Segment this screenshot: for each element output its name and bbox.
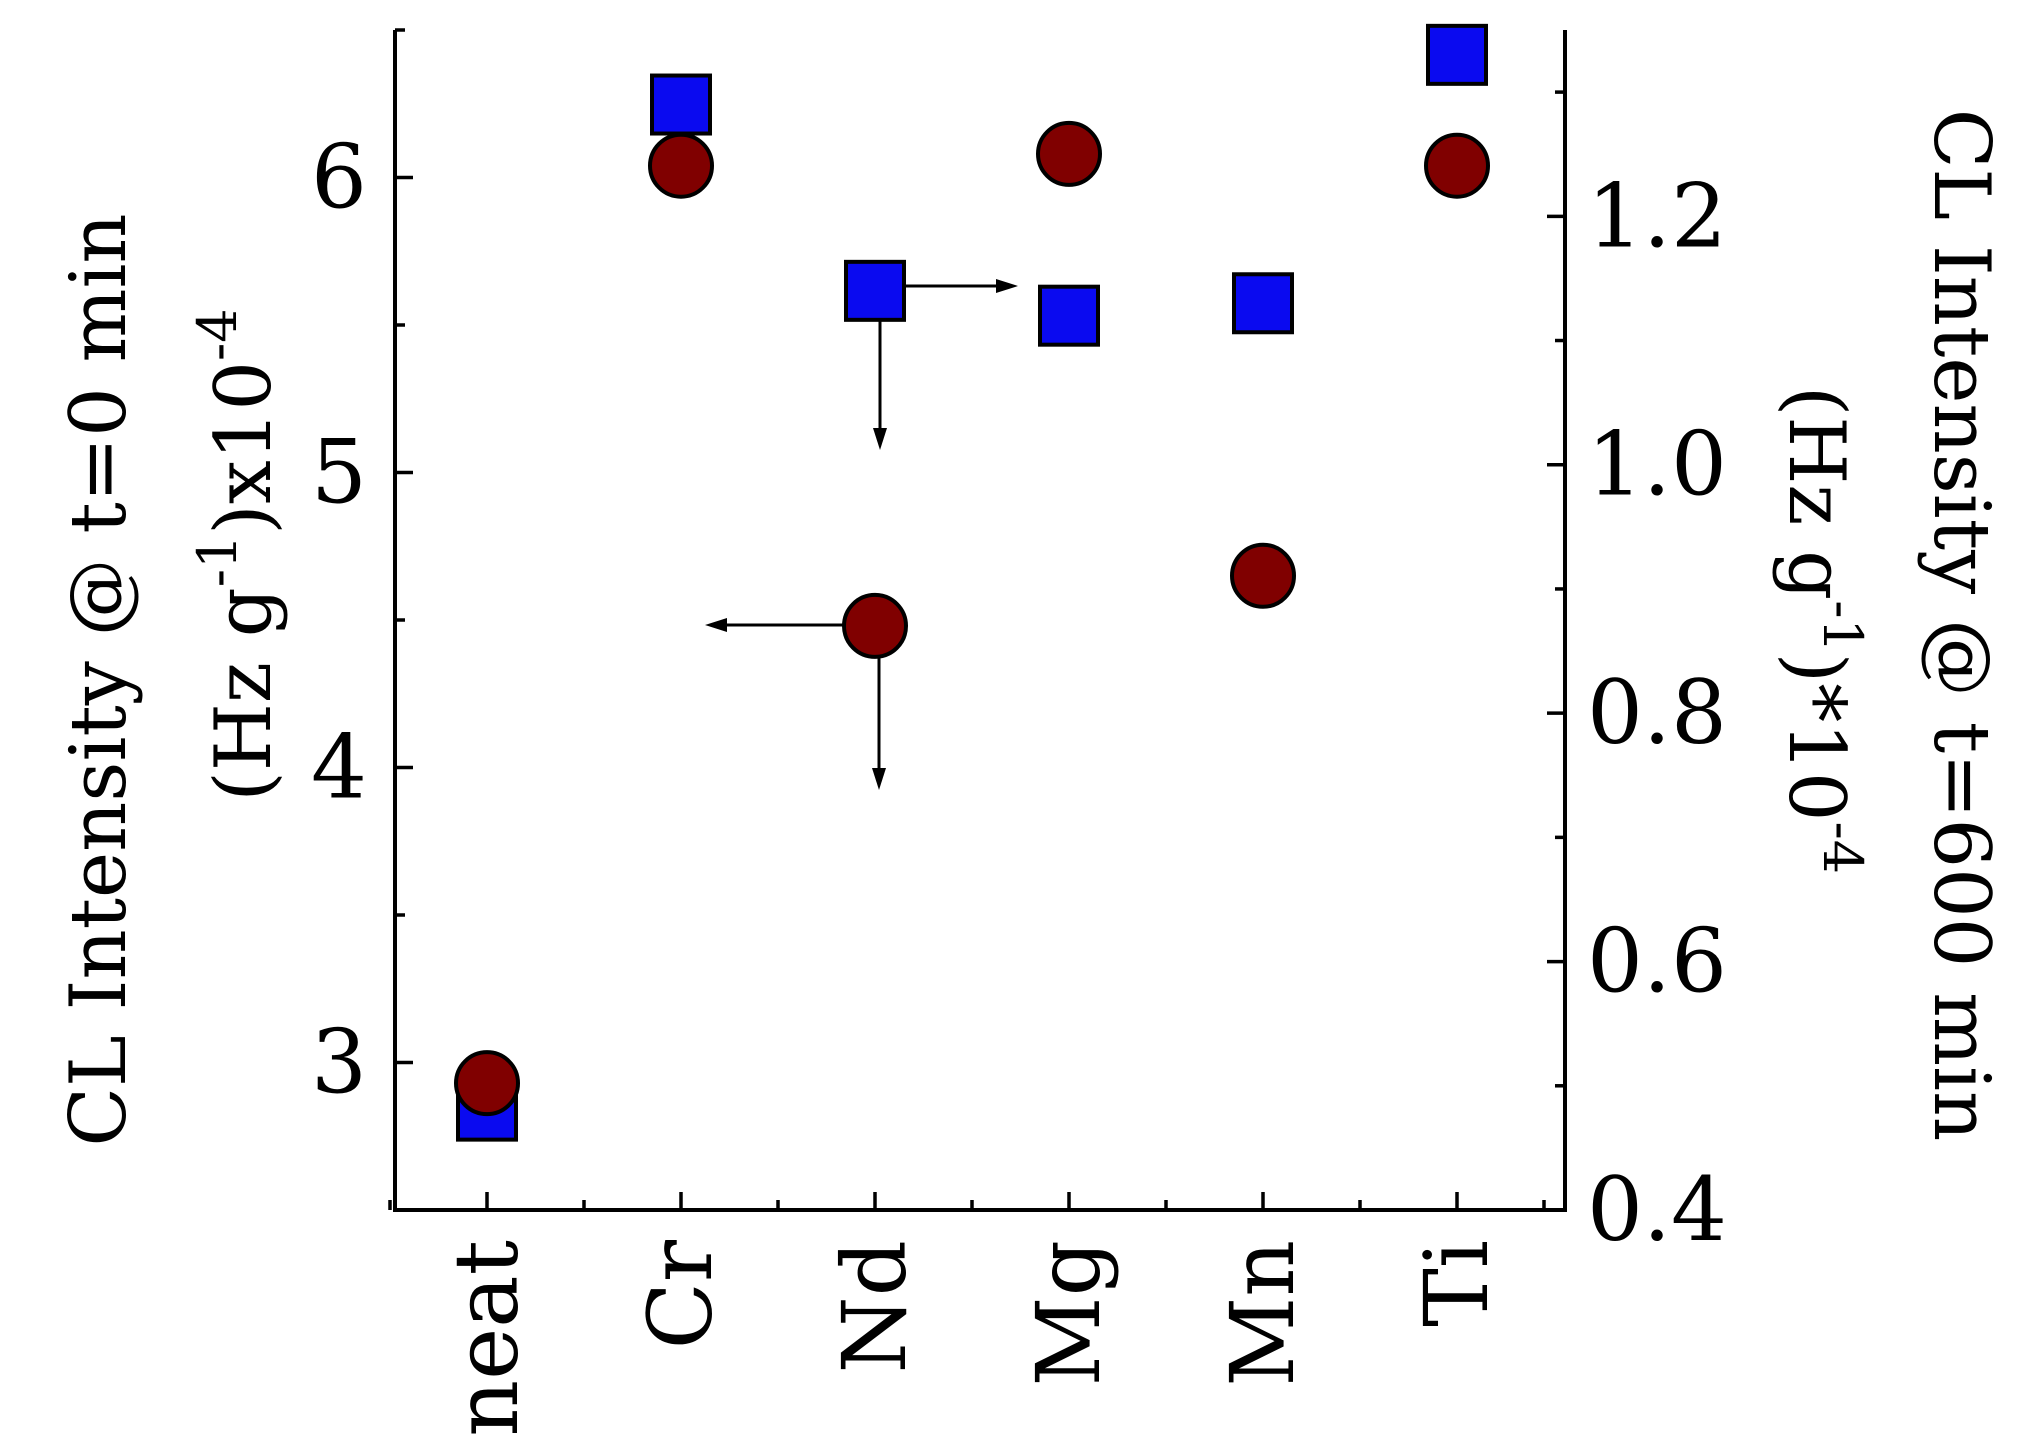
- right-axis-title-main: CL Intensity @ t=600 min: [1916, 109, 2006, 1142]
- square-marker: [650, 73, 712, 136]
- plot-frame: [393, 30, 1567, 1212]
- x-category-label: Ti: [1405, 1240, 1508, 1327]
- left-tick-label: 4: [311, 716, 367, 819]
- left-units-sup1: -1: [186, 535, 249, 588]
- left-units-a: (Hz g: [199, 587, 289, 801]
- circle-marker: [648, 132, 714, 199]
- data-markers: [454, 23, 1490, 1142]
- x-category-label: Mg: [1017, 1240, 1120, 1386]
- right-units-a: (Hz g: [1771, 386, 1861, 600]
- right-tick-label: 0.4: [1587, 1158, 1727, 1261]
- left-units-b: )x10: [199, 361, 289, 535]
- circle-marker: [1036, 120, 1102, 187]
- right-units-sup2: -4: [1811, 821, 1874, 874]
- square-marker: [844, 259, 906, 322]
- square-marker: [1426, 23, 1488, 86]
- arrow-head-circle-down: [872, 768, 886, 790]
- left-tick-label: 5: [311, 421, 367, 524]
- arrow-head-square-right: [996, 279, 1018, 293]
- left-tick-label: 3: [311, 1011, 367, 1114]
- left-axis-title: CL Intensity @ t=0 min (Hz g-1)x10-4: [54, 213, 289, 1146]
- arrow-head-circle-left: [705, 618, 727, 632]
- right-axis-title-units: (Hz g-1)*10-4: [1771, 386, 1874, 874]
- x-category-label: Mn: [1211, 1240, 1314, 1387]
- right-axis-ticks: 0.4 0.6 0.8 1.0 1.2: [1547, 90, 1727, 1261]
- arrow-head-square-down: [873, 428, 887, 450]
- left-units-sup2: -4: [186, 308, 249, 361]
- x-category-label: neat: [435, 1240, 538, 1437]
- circle-marker: [1230, 542, 1296, 609]
- right-units-b: )*10: [1771, 653, 1861, 822]
- circle-marker: [842, 592, 908, 659]
- x-category-label: Cr: [629, 1239, 732, 1349]
- left-axis-ticks: 3 4 5 6: [311, 28, 413, 1114]
- right-axis-title: CL Intensity @ t=600 min (Hz g-1)*10-4: [1771, 109, 2006, 1142]
- left-tick-label: 6: [311, 126, 367, 229]
- right-tick-label: 0.6: [1587, 910, 1727, 1013]
- x-category-labels: neat Cr Nd Mg Mn Ti: [435, 1239, 1508, 1437]
- left-axis-title-main: CL Intensity @ t=0 min: [54, 213, 144, 1146]
- square-marker: [1232, 272, 1294, 335]
- x-axis-ticks: [388, 1192, 1546, 1210]
- square-marker: [1038, 284, 1100, 347]
- circle-marker: [454, 1050, 520, 1117]
- right-tick-label: 0.8: [1587, 661, 1727, 764]
- x-category-label: Nd: [823, 1240, 926, 1373]
- right-tick-label: 1.2: [1587, 164, 1727, 267]
- left-axis-title-units: (Hz g-1)x10-4: [186, 308, 289, 801]
- arrow-annotations: [705, 279, 1018, 790]
- right-tick-label: 1.0: [1587, 413, 1727, 516]
- circle-marker: [1424, 132, 1490, 199]
- right-units-sup1: -1: [1811, 600, 1874, 653]
